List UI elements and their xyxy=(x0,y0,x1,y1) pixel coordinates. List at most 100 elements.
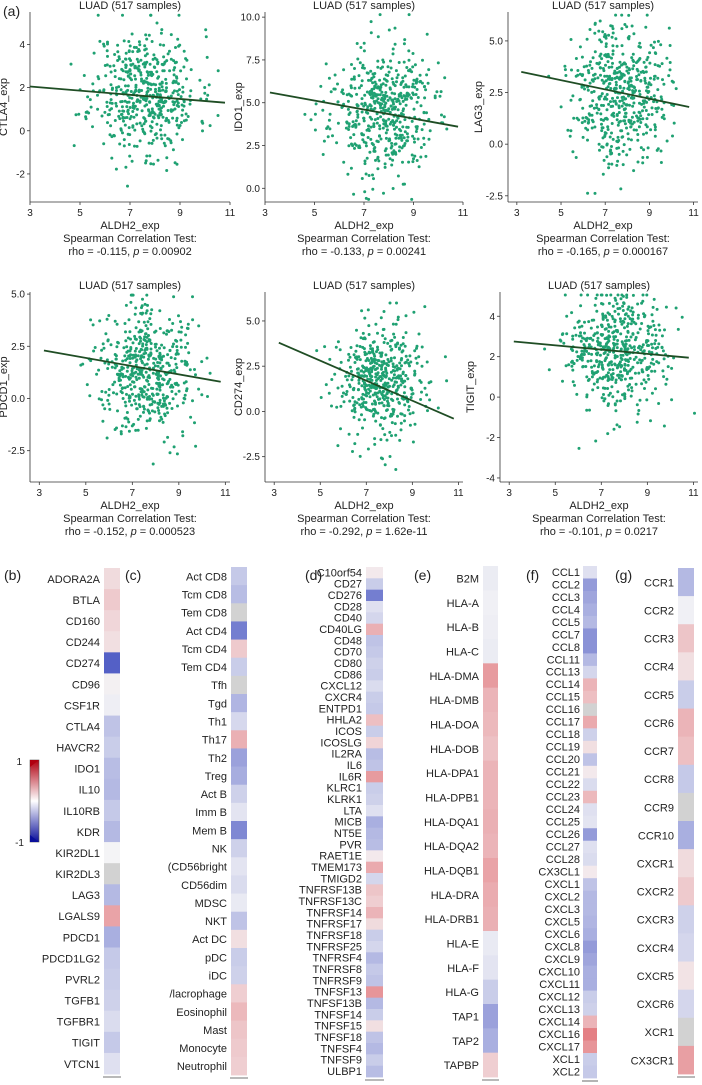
data-point xyxy=(114,357,118,361)
data-point xyxy=(154,329,158,333)
data-point xyxy=(133,385,137,389)
data-point xyxy=(610,145,613,148)
data-point xyxy=(106,398,110,402)
row-label: CD80 xyxy=(334,658,362,670)
row-label: ULBP1 xyxy=(327,1066,362,1078)
data-point xyxy=(369,409,373,413)
data-point xyxy=(352,192,356,196)
data-point xyxy=(398,401,401,405)
x-tick-label: 7 xyxy=(361,208,367,219)
data-point xyxy=(179,338,183,342)
data-point xyxy=(358,61,362,65)
row-label: CXCR5 xyxy=(637,971,674,983)
data-point xyxy=(183,393,187,397)
data-point xyxy=(181,85,185,89)
data-point xyxy=(353,407,357,411)
data-point xyxy=(598,19,602,23)
data-point xyxy=(623,119,627,123)
data-point xyxy=(624,339,627,343)
x-tick-label: 11 xyxy=(225,208,236,219)
data-point xyxy=(547,368,551,372)
data-point xyxy=(649,43,653,47)
data-point xyxy=(167,137,171,141)
data-point xyxy=(366,127,370,131)
data-point xyxy=(116,59,120,62)
data-point xyxy=(363,393,367,397)
data-point xyxy=(638,117,642,121)
data-point xyxy=(613,324,617,328)
row-label: CD274 xyxy=(66,658,100,670)
heatmap-cell xyxy=(366,1031,383,1044)
heatmap-f: (f) CCL1CCL2CCL3CCL4CCL5CCL7CCL8CCL11CCL1… xyxy=(526,566,598,1082)
data-point xyxy=(375,395,379,399)
data-point xyxy=(406,358,410,362)
data-point xyxy=(642,132,645,136)
data-point xyxy=(113,319,117,323)
data-point xyxy=(333,372,337,376)
data-point xyxy=(180,359,184,363)
heatmap-cell xyxy=(231,857,247,876)
data-point xyxy=(121,13,124,17)
data-point xyxy=(396,366,400,370)
row-label: TIGIT xyxy=(72,1038,100,1050)
data-point xyxy=(403,130,407,134)
data-point xyxy=(347,144,351,148)
data-point xyxy=(629,76,633,80)
row-label: CXCL11 xyxy=(539,979,580,991)
data-point xyxy=(128,396,132,400)
data-point xyxy=(135,144,139,148)
data-point xyxy=(611,395,615,399)
data-point xyxy=(604,63,607,67)
panel-label: (f) xyxy=(526,567,539,583)
data-point xyxy=(642,315,646,319)
data-point xyxy=(413,349,417,353)
data-point xyxy=(632,128,636,132)
data-point xyxy=(113,53,117,56)
row-label: TMIGD2 xyxy=(320,873,362,885)
row-label: IL10RB xyxy=(63,806,100,818)
data-point xyxy=(91,323,95,327)
data-point xyxy=(107,388,111,391)
data-point xyxy=(371,393,375,397)
data-point xyxy=(642,60,646,64)
data-point xyxy=(204,35,208,39)
data-point xyxy=(144,324,148,328)
row-label: TNFRSF4 xyxy=(313,953,363,965)
data-point xyxy=(643,79,647,83)
data-point xyxy=(149,162,153,166)
row-label: HAVCR2 xyxy=(56,743,100,755)
heatmap-cell xyxy=(583,815,597,829)
data-point xyxy=(420,128,424,132)
data-point xyxy=(415,100,419,104)
data-point xyxy=(414,130,418,133)
data-point xyxy=(387,360,391,364)
data-point xyxy=(157,99,161,103)
data-point xyxy=(141,297,144,301)
data-point xyxy=(164,403,168,407)
data-point xyxy=(601,30,605,34)
data-point xyxy=(379,106,383,110)
data-point xyxy=(379,375,383,379)
data-point xyxy=(632,169,636,173)
data-point xyxy=(637,346,640,350)
data-point xyxy=(125,100,129,104)
data-point xyxy=(591,56,595,60)
data-point xyxy=(95,372,99,376)
data-point xyxy=(200,119,204,123)
row-label: TNFSF15 xyxy=(314,1021,362,1033)
data-point xyxy=(579,339,583,343)
data-point xyxy=(126,417,130,421)
data-point xyxy=(674,306,678,310)
p-sep: , xyxy=(600,526,606,538)
data-point xyxy=(396,73,400,77)
data-point xyxy=(388,430,392,434)
row-label: Act CD8 xyxy=(186,571,227,583)
data-point xyxy=(91,125,94,129)
data-point xyxy=(123,416,127,420)
data-point xyxy=(205,356,209,360)
data-point xyxy=(128,361,132,365)
data-point xyxy=(119,113,123,116)
data-point xyxy=(162,55,166,59)
data-point xyxy=(150,126,154,130)
data-point xyxy=(608,77,612,81)
